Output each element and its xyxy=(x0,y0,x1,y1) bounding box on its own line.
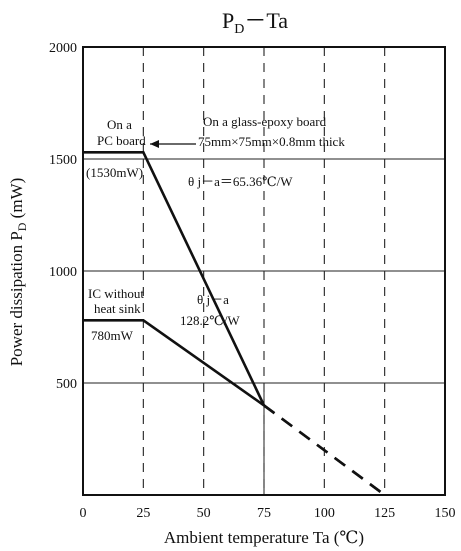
annotation-1530mw: (1530mW) xyxy=(86,165,143,180)
x-tick-label-125: 125 xyxy=(374,506,395,521)
y-tick-label-500: 500 xyxy=(56,377,77,392)
x-tick-label-75: 75 xyxy=(257,506,271,521)
annotation-glass-2: 75mm×75mm×0.8mm thick xyxy=(198,134,345,149)
y-axis-label: Power dissipation PD (mW) xyxy=(7,178,29,367)
y-tick-label-1500: 1500 xyxy=(49,153,77,168)
series-2-dashed-line xyxy=(263,404,386,497)
grid-lines xyxy=(83,47,445,495)
x-tick-label-0: 0 xyxy=(80,506,87,521)
tick-labels: 0 25 50 75 100 125 150 500 1000 1500 2000 xyxy=(49,41,456,521)
arrow-head xyxy=(150,140,159,148)
annotation-ic-without-1: IC without xyxy=(88,286,144,301)
annotation-theta-2b: 128.2℃/W xyxy=(180,313,240,328)
series-1-solid-line xyxy=(83,150,266,406)
x-tick-label-25: 25 xyxy=(136,506,150,521)
series-2-solid-line xyxy=(83,318,265,407)
plot-frame xyxy=(82,46,446,496)
series-lines xyxy=(83,150,386,497)
annotation-glass-1: On a glass-epoxy board xyxy=(203,114,327,129)
annotation-pc-board-2: PC board xyxy=(97,133,146,148)
x-tick-label-50: 50 xyxy=(197,506,211,521)
annotation-theta-2a: θ j－a xyxy=(197,292,229,307)
y-tick-label-2000: 2000 xyxy=(49,41,77,56)
x-tick-label-150: 150 xyxy=(435,506,456,521)
y-tick-label-1000: 1000 xyxy=(49,265,77,280)
x-tick-label-100: 100 xyxy=(314,506,335,521)
annotation-780mw: 780mW xyxy=(91,328,134,343)
x-axis-label: Ambient temperature Ta (℃) xyxy=(164,528,364,547)
annotation-pc-board-1: On a xyxy=(107,117,132,132)
annotation-theta-1: θ j－a＝65.36℃/W xyxy=(188,174,293,189)
annotation-ic-without-2: heat sink xyxy=(94,301,141,316)
chart-title: PD－Ta xyxy=(222,8,288,37)
